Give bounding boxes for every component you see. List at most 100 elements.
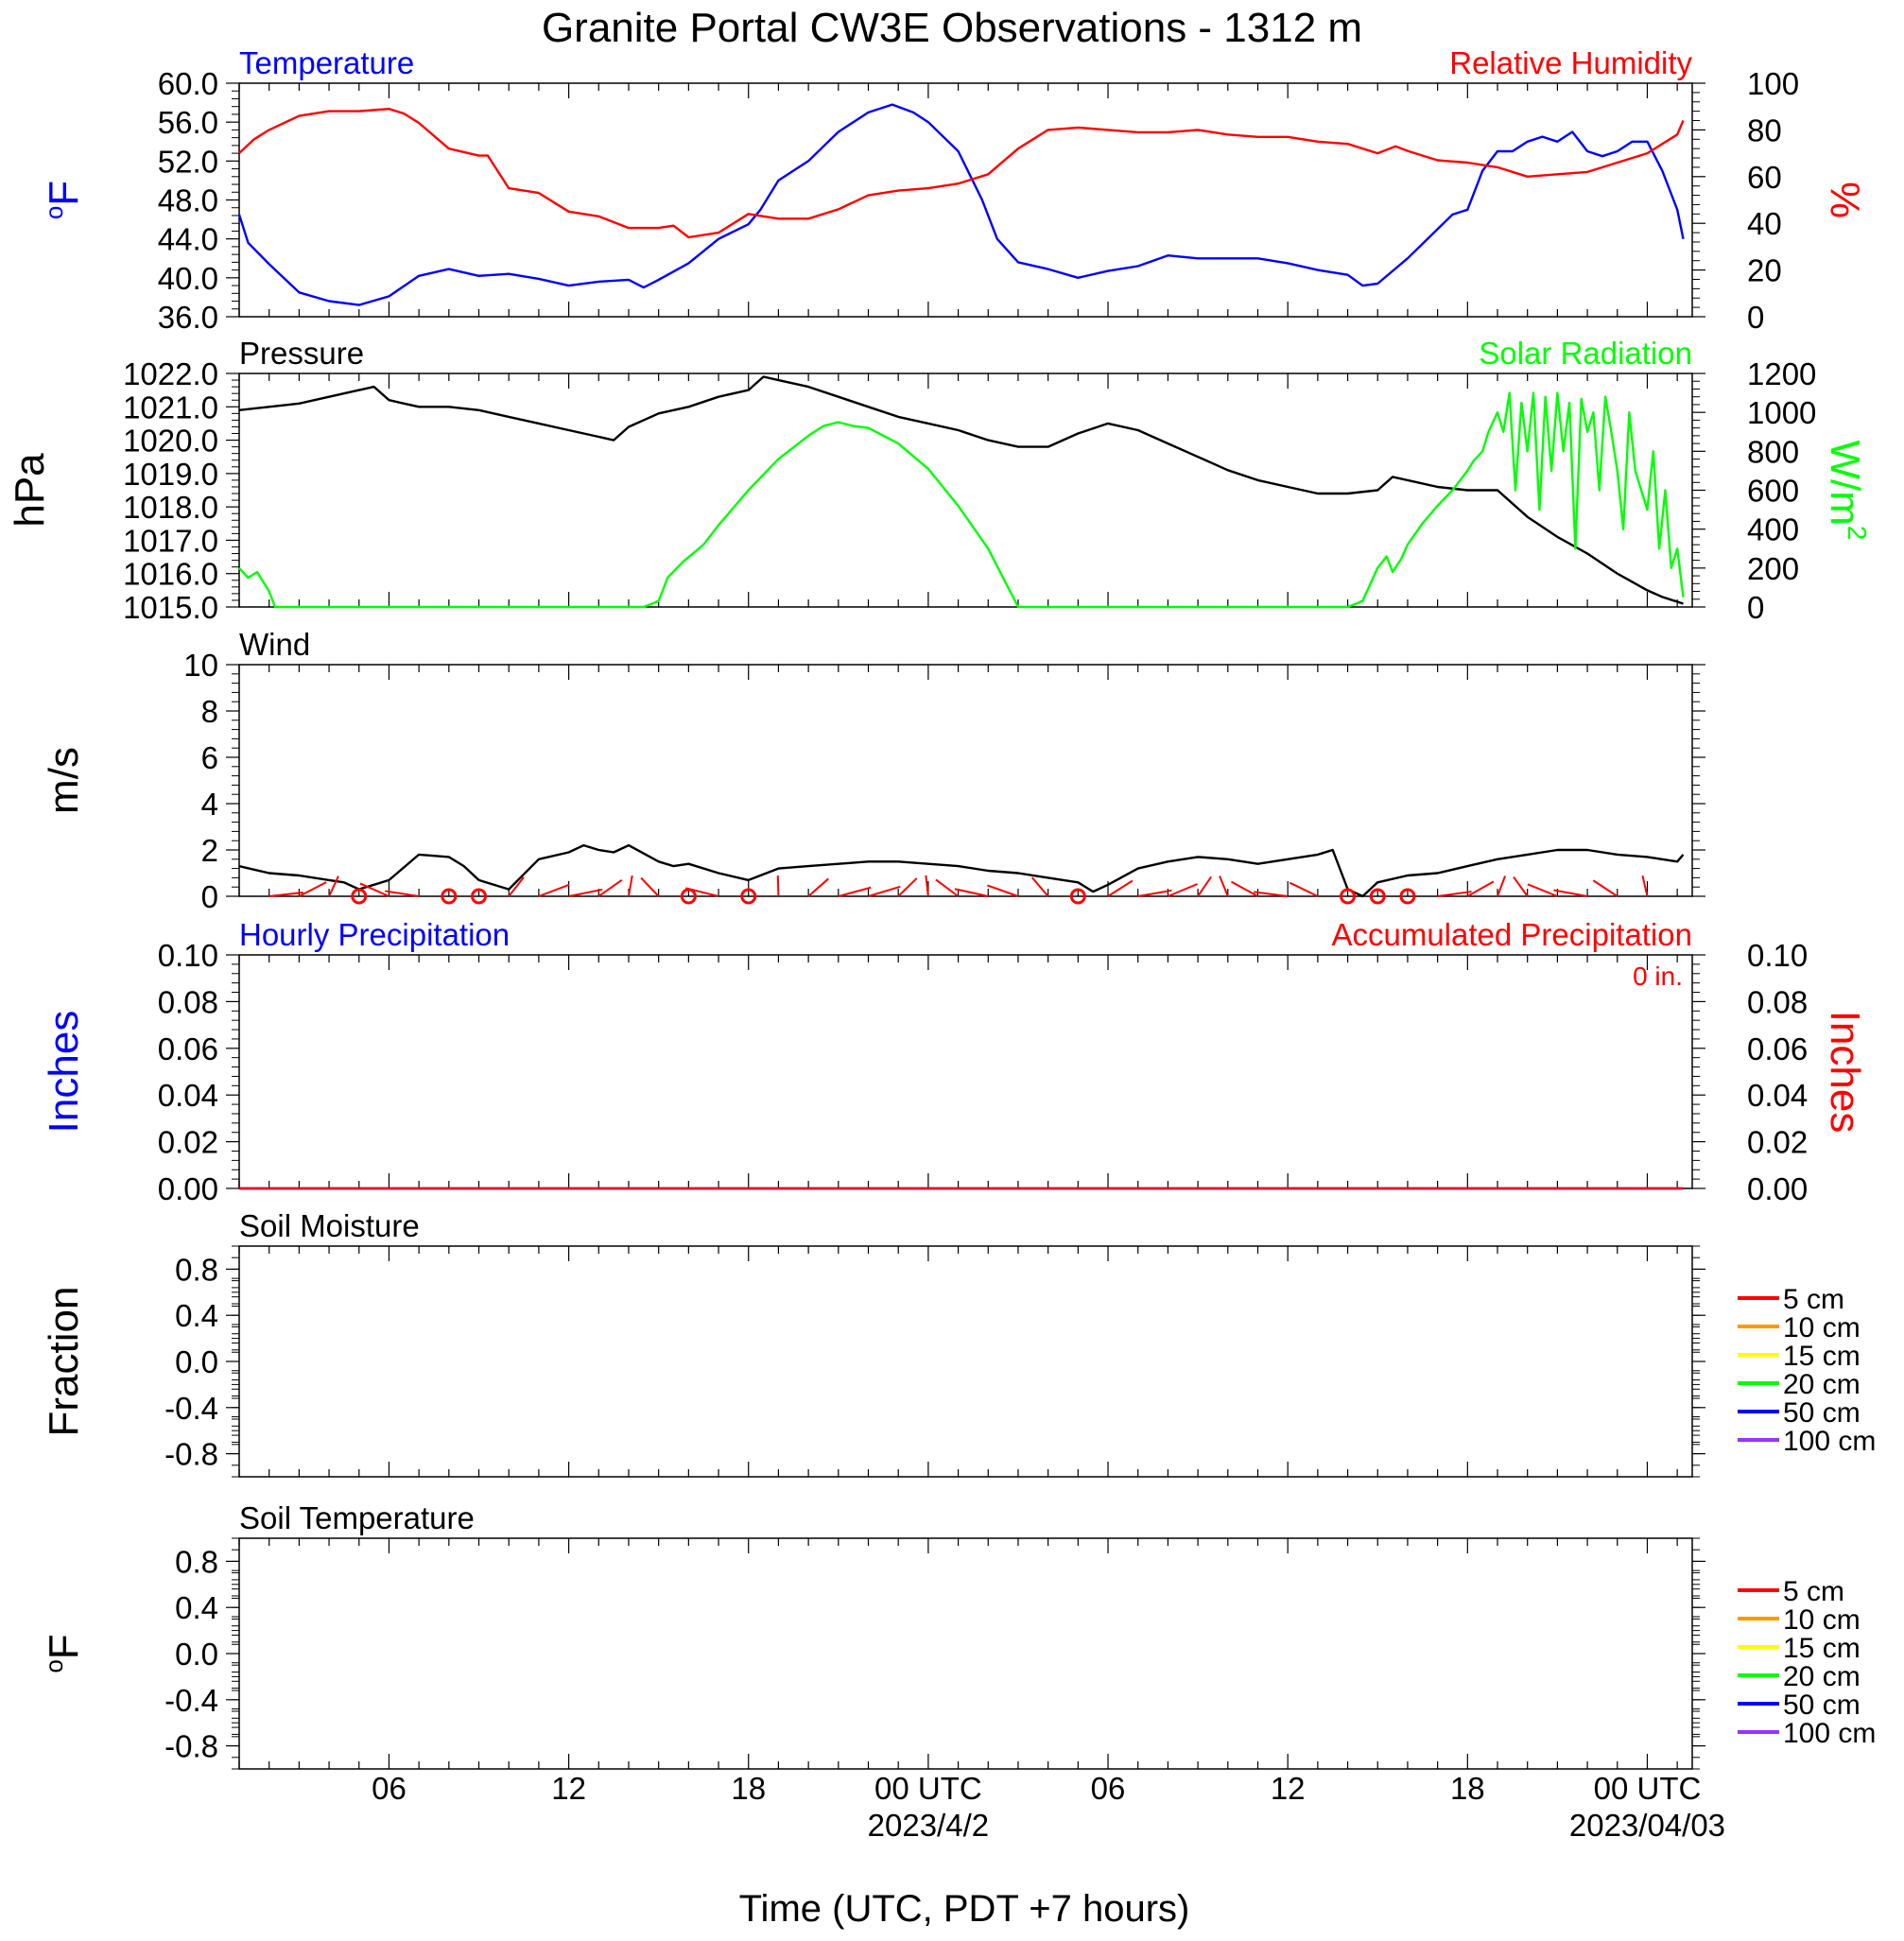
wind-barb — [1030, 876, 1049, 897]
y-tick-label: 1015.0 — [123, 590, 218, 625]
wind-barb — [640, 876, 660, 897]
panel-frame — [238, 1537, 1693, 1770]
y-tick-label-right: 800 — [1747, 434, 1799, 469]
y-tick-label: 40.0 — [158, 261, 218, 296]
y-tick-label-right: 0.02 — [1747, 1125, 1808, 1160]
y-tick-label: 1021.0 — [123, 390, 218, 425]
panel-frame — [238, 82, 1693, 318]
legend-label: 100 cm — [1783, 1718, 1876, 1749]
y-tick-label: 0.8 — [175, 1252, 218, 1287]
wind-calm-marker — [471, 888, 488, 905]
wind-calm-marker — [1369, 888, 1386, 905]
panel-wind: 0 2 4 6 8 10 Wind m/s — [41, 627, 1705, 914]
y-tick-label-right: 600 — [1747, 474, 1799, 509]
legend-label: 10 cm — [1783, 1312, 1861, 1343]
series-wind — [238, 843, 1685, 898]
wind-barb — [1466, 880, 1495, 897]
wind-calm-marker — [1399, 888, 1416, 905]
wind-barb — [538, 883, 570, 897]
wind-barb — [1254, 891, 1289, 897]
wind-barb — [838, 886, 872, 897]
series-solar-radiation — [238, 391, 1685, 609]
y-tick-label-right: 40 — [1747, 206, 1782, 241]
wind-calm-marker — [1340, 888, 1357, 905]
wind-barb — [1553, 889, 1588, 897]
wind-barb — [298, 881, 327, 897]
wind-barb — [1641, 875, 1649, 897]
y-tick-label: 0.00 — [158, 1171, 218, 1206]
y-tick-label: 1016.0 — [123, 557, 218, 592]
x-tick-label: 06 — [372, 1771, 407, 1806]
y-tick-label: 0.0 — [175, 1637, 218, 1672]
chart-title: Granite Portal CW3E Observations - 1312 … — [542, 5, 1362, 51]
y-tick-label-right: 0.04 — [1747, 1078, 1808, 1113]
wind-barb — [954, 888, 989, 897]
wind-barb — [268, 892, 303, 897]
x-tick-label: 06 — [1091, 1771, 1126, 1806]
wind-barb — [897, 877, 918, 897]
y-tick-label: 1020.0 — [123, 424, 218, 459]
series-relative-humidity — [238, 107, 1685, 239]
y-tick-label: 6 — [201, 740, 218, 775]
legend-label: 5 cm — [1783, 1284, 1844, 1315]
y-tick-label-right: 20 — [1747, 253, 1782, 288]
y-tick-label-right: 1000 — [1747, 395, 1816, 430]
y-tick-label: 0.10 — [158, 938, 218, 973]
y-tick-label-right: 0.08 — [1747, 984, 1808, 1019]
panel-title-left: Soil Temperature — [239, 1500, 475, 1535]
wind-barb — [1592, 879, 1618, 897]
wind-barb — [568, 888, 603, 897]
y-axis-label-left: Fraction — [41, 1287, 87, 1437]
wind-barb — [1137, 889, 1172, 897]
wind-barb — [776, 875, 780, 897]
y-tick-label-right: 400 — [1747, 512, 1799, 547]
wind-barb — [1513, 875, 1529, 897]
legend-label: 100 cm — [1783, 1426, 1876, 1457]
panel-title-right: Accumulated Precipitation — [1331, 917, 1692, 952]
panel-title-left: Soil Moisture — [239, 1208, 420, 1243]
wind-barb — [359, 882, 389, 897]
x-tick-label: 12 — [1271, 1771, 1306, 1806]
y-tick-label: 4 — [201, 787, 218, 822]
panel-temp: 36.0 40.0 44.0 48.0 52.0 56.0 60.0 0 20 40 60 80 100… — [40, 45, 1868, 335]
y-tick-label: 8 — [201, 694, 218, 729]
panel-title-left: Hourly Precipitation — [239, 917, 510, 952]
x-tick-label: 18 — [731, 1771, 766, 1806]
y-axis-label-right: W/m2 — [1822, 441, 1872, 541]
y-tick-label: 2 — [201, 833, 218, 868]
legend-label: 10 cm — [1783, 1604, 1861, 1636]
y-tick-label: 0.08 — [158, 984, 218, 1019]
legend-label: 15 cm — [1783, 1341, 1861, 1372]
panel-title-right: Solar Radiation — [1479, 336, 1692, 371]
legend-label: 20 cm — [1783, 1661, 1861, 1692]
wind-calm-marker — [1069, 888, 1086, 905]
wind-barb — [627, 875, 633, 897]
wind-barb — [508, 876, 525, 897]
y-axis-label-left: oF — [40, 1634, 87, 1672]
wind-barb — [1289, 881, 1319, 897]
y-tick-label: 1017.0 — [123, 523, 218, 558]
x-date-label: 2023/04/03 — [1569, 1808, 1725, 1843]
y-tick-label-right: 1200 — [1747, 356, 1816, 391]
wind-barb — [1107, 879, 1134, 897]
legend-label: 5 cm — [1783, 1576, 1844, 1607]
y-tick-label: 0.8 — [175, 1544, 218, 1579]
y-tick-label: 1018.0 — [123, 490, 218, 525]
y-tick-label: 0.04 — [158, 1078, 218, 1113]
y-tick-label: 0.02 — [158, 1125, 218, 1160]
y-tick-label-right: 0.10 — [1747, 938, 1808, 973]
y-axis-label-left: hPa — [7, 453, 53, 528]
panel-soil-moisture: -0.8 -0.4 0.0 0.4 0.8 Soil Moisture Fraction 5 … — [41, 1208, 1876, 1478]
y-tick-label: 0.0 — [175, 1344, 218, 1379]
y-tick-label: 48.0 — [158, 183, 218, 218]
y-tick-label: 0.06 — [158, 1031, 218, 1066]
y-tick-label-right: 0 — [1747, 300, 1764, 335]
y-tick-label: 0.4 — [175, 1590, 218, 1625]
panel-title-right: Relative Humidity — [1449, 45, 1692, 80]
y-tick-label-right: 100 — [1747, 66, 1799, 101]
wind-calm-marker — [351, 888, 368, 905]
y-axis-label-right: % — [1822, 182, 1868, 218]
y-axis-label-right: Inches — [1822, 1011, 1868, 1134]
